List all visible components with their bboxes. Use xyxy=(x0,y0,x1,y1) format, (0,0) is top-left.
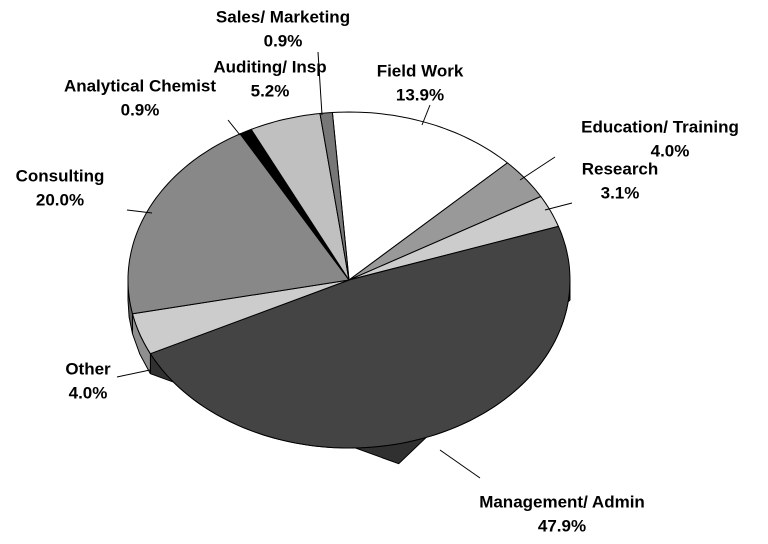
slice-value-label: 4.0% xyxy=(69,383,108,402)
pie-slice xyxy=(319,111,350,281)
pie-slice xyxy=(149,225,571,449)
leader-line xyxy=(544,202,573,211)
slice-value-label: 20.0% xyxy=(36,190,84,209)
slice-value-label: 0.9% xyxy=(121,100,160,119)
pie-slice xyxy=(348,195,560,281)
slice-value-label: 4.0% xyxy=(651,141,690,160)
slice-label: Education/ Training xyxy=(581,117,739,136)
leader-line xyxy=(439,449,481,479)
leader-line xyxy=(317,51,323,116)
slice-value-label: 0.9% xyxy=(264,31,303,50)
pie-slice xyxy=(131,279,350,355)
leader-line xyxy=(421,104,431,126)
slice-label: Sales/ Marketing xyxy=(216,7,350,26)
pie-slice xyxy=(348,162,542,281)
slice-label: Field Work xyxy=(377,61,464,80)
slice-label: Auditing/ Insp xyxy=(213,57,326,76)
slice-label: Management/ Admin xyxy=(479,492,645,511)
leader-line xyxy=(126,209,153,214)
slice-label: Research xyxy=(582,159,659,178)
leader-line xyxy=(519,156,556,181)
slice-value-label: 47.9% xyxy=(538,516,586,535)
slice-label: Other xyxy=(65,359,111,378)
pie-slice xyxy=(250,112,350,281)
slice-value-label: 5.2% xyxy=(251,81,290,100)
leader-line xyxy=(116,369,151,378)
leader-line xyxy=(227,119,241,136)
pie-slice xyxy=(331,111,509,281)
slice-label: Analytical Chemist xyxy=(64,76,216,95)
slice-value-label: 3.1% xyxy=(601,183,640,202)
slice-value-label: 13.9% xyxy=(396,85,444,104)
pie-slice xyxy=(127,133,350,315)
slice-label: Consulting xyxy=(16,166,105,185)
